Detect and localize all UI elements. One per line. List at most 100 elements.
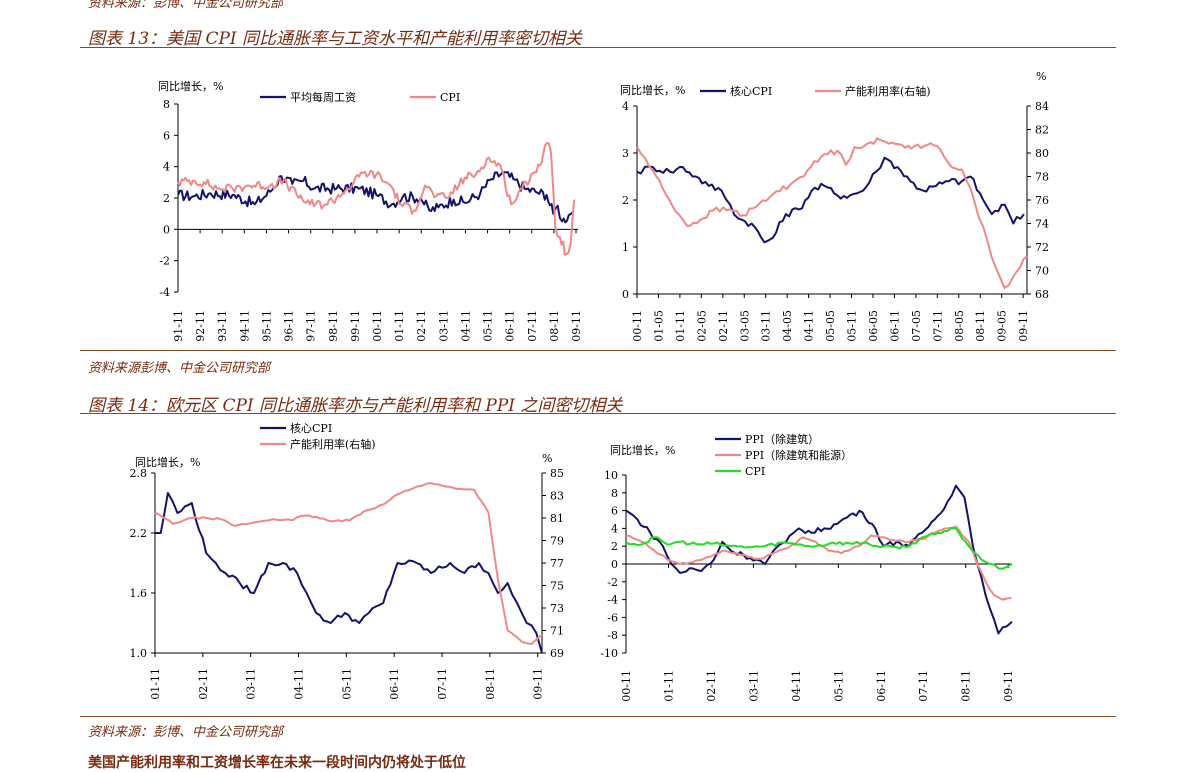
y-axis-label: 同比增长，%: [620, 83, 685, 97]
y-tick-label: -2: [159, 255, 170, 268]
y-tick-label-right: 75: [550, 580, 564, 593]
x-tick-label: 07-05: [910, 310, 923, 342]
x-tick-label: 00-11: [631, 310, 644, 342]
y-tick-label: 0: [611, 558, 618, 571]
y-tick-label: 1.0: [130, 647, 148, 660]
legend-label: 产能利用率(右轴): [290, 437, 376, 451]
y-tick-label-right: 78: [1035, 171, 1049, 184]
x-tick-label: 94-11: [238, 310, 251, 342]
y-tick-label-right: 82: [1035, 124, 1049, 137]
y-axis-label: 同比增长，%: [158, 79, 223, 93]
x-tick-label: 08-05: [953, 310, 966, 342]
x-tick-label: 02-11: [705, 670, 718, 702]
y-tick-label-right: 70: [1035, 265, 1049, 278]
x-tick-label: 04-11: [459, 310, 472, 342]
series-line-1: [155, 492, 543, 654]
source-13: 资料来源彭博、中金公司研究部: [88, 361, 271, 376]
y-tick-label: -10: [600, 647, 618, 660]
x-tick-label: 96-11: [283, 310, 296, 342]
x-tick-label: 03-11: [760, 310, 773, 342]
x-tick-label: 05-11: [340, 668, 353, 700]
x-tick-label: 06-11: [388, 668, 401, 700]
x-tick-label: 01-11: [662, 670, 675, 702]
x-tick-label: 00-11: [371, 310, 384, 342]
x-tick-label: 01-11: [149, 668, 162, 700]
y-axis-label-right: %: [1036, 70, 1046, 83]
x-tick-label: 04-11: [803, 310, 816, 342]
x-tick-label: 01-05: [652, 310, 665, 342]
y-tick-label: -4: [159, 286, 170, 299]
series-line-2: [636, 137, 1028, 290]
legend-label: CPI: [745, 465, 765, 478]
y-tick-label: 2: [611, 540, 618, 553]
x-tick-label: 07-11: [436, 668, 449, 700]
x-tick-label: 07-11: [931, 310, 944, 342]
figure-13-title: 图表 13：美国 CPI 同比通胀率与工资水平和产能利用率密切相关: [88, 29, 583, 49]
series-line-2: [177, 142, 576, 256]
legend-label: PPI（除建筑和能源）: [745, 448, 852, 462]
y-axis-label: 同比增长，%: [610, 443, 675, 457]
y-tick-label-right: 77: [550, 557, 564, 570]
y-tick-label: 1.6: [130, 587, 148, 600]
y-tick-label-right: 73: [550, 602, 564, 615]
x-tick-label: 93-11: [216, 310, 229, 342]
y-tick-label: 2.2: [130, 527, 148, 540]
series-line-2: [625, 525, 1012, 601]
y-tick-label-right: 69: [550, 647, 564, 660]
x-tick-label: 05-11: [482, 310, 495, 342]
y-tick-label: -2: [607, 576, 618, 589]
x-tick-label: 05-11: [832, 670, 845, 702]
x-tick-label: 09-05: [996, 310, 1009, 342]
y-tick-label: 8: [163, 98, 170, 111]
x-tick-label: 07-11: [917, 670, 930, 702]
y-tick-label: 2: [163, 192, 170, 205]
y-tick-label: 6: [163, 129, 170, 142]
y-tick-label: 0: [622, 288, 629, 301]
x-tick-label: 08-11: [548, 310, 561, 342]
y-tick-label: -4: [607, 594, 618, 607]
x-tick-label: 01-11: [674, 310, 687, 342]
series-line-1: [636, 156, 1025, 244]
x-tick-label: 00-11: [620, 670, 633, 702]
series-line-2: [154, 482, 543, 645]
x-tick-label: 05-11: [846, 310, 859, 342]
y-tick-label: -6: [607, 611, 618, 624]
chart-euro-ppi-cpi: -10 -8 -6 -4 -2 0 2 4 6 8 10 00-11 01-11 02-11 03-11 04…: [600, 432, 1015, 702]
top-source-fragment: 资料来源：彭博、中金公司研究部: [88, 0, 284, 11]
y-tick-label: 4: [611, 522, 618, 535]
bottom-text-fragment: 美国产能利用率和工资增长率在未来一段时间内仍将处于低位: [88, 755, 466, 771]
y-tick-label: 6: [611, 505, 618, 518]
x-tick-label: 06-05: [867, 310, 880, 342]
series-line-3: [625, 527, 1013, 570]
x-tick-label: 92-11: [194, 310, 207, 342]
x-tick-label: 08-11: [960, 670, 973, 702]
y-axis-label-right: %: [542, 452, 552, 465]
x-tick-label: 02-11: [415, 310, 428, 342]
y-tick-label-right: 68: [1035, 288, 1049, 301]
x-tick-label: 03-11: [747, 670, 760, 702]
y-tick-label-right: 83: [550, 490, 564, 503]
source-14: 资料来源：彭博、中金公司研究部: [88, 725, 284, 740]
y-tick-label-right: 79: [550, 535, 564, 548]
y-tick-label: 0: [163, 223, 170, 236]
divider: [80, 47, 1116, 48]
y-tick-label-right: 72: [1035, 241, 1049, 254]
legend-label: CPI: [440, 91, 460, 104]
x-tick-label: 09-11: [570, 310, 583, 342]
figure-14-title: 图表 14：欧元区 CPI 同比通胀率亦与产能利用率和 PPI 之间密切相关: [88, 396, 623, 416]
chart-us-core-cpi-capacity: 0 1 2 3 4 68 70 72 74 76 78 80 82 84 00-11 01-05 01-11 02…: [620, 70, 1049, 342]
x-tick-label: 91-11: [172, 310, 185, 342]
series-line-1: [177, 171, 574, 224]
legend-label: 核心CPI: [290, 421, 332, 435]
chart-us-wage-cpi: -4 -2 0 2 4 6 8 91-11 92-11 93-11 94-11 95-11 96-11 9…: [158, 79, 583, 342]
y-tick-label: 4: [622, 100, 629, 113]
divider: [80, 350, 1116, 351]
y-tick-label: 2: [622, 194, 629, 207]
x-tick-label: 04-11: [293, 668, 306, 700]
y-tick-label-right: 76: [1035, 194, 1049, 207]
x-tick-label: 09-11: [532, 668, 545, 700]
y-tick-label-right: 85: [550, 467, 564, 480]
legend-label: 平均每周工资: [290, 90, 356, 104]
y-tick-label: 1: [622, 241, 629, 254]
chart-euro-core-cpi-capacity: 1.0 1.6 2.2 2.8 69 71 73 75 77 79 81 83 85 01-11 02-11…: [130, 421, 565, 700]
